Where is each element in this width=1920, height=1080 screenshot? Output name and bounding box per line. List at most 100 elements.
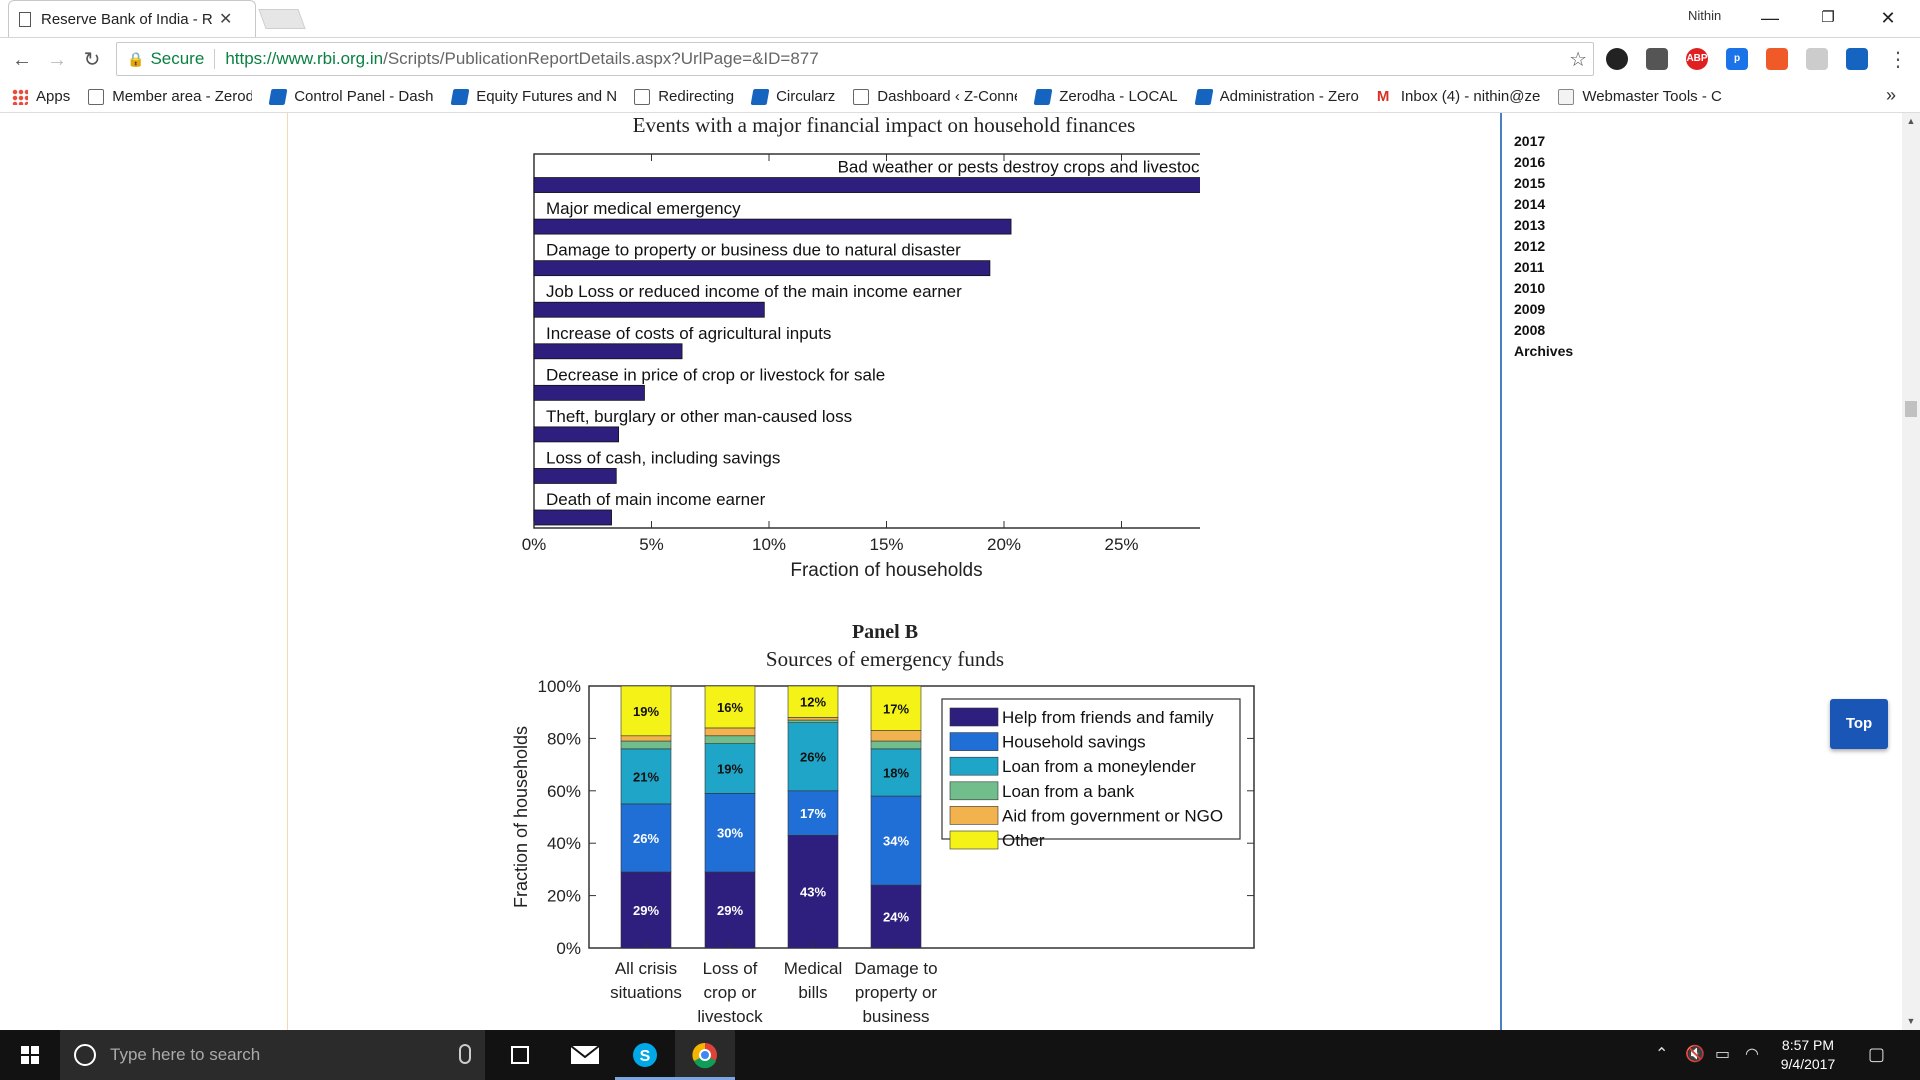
plot-frame [588, 685, 1255, 949]
extension-icon[interactable] [1606, 48, 1628, 70]
year-link[interactable]: 2009 [1514, 301, 1546, 317]
bookmark-item[interactable]: Member area - Zerod [88, 88, 252, 105]
stack-segment [870, 748, 922, 797]
bar [533, 509, 612, 526]
year-link[interactable]: 2016 [1514, 154, 1546, 170]
stack-segment [870, 795, 922, 886]
adblock-icon[interactable]: ABP [1686, 48, 1708, 70]
bookmark-star-icon[interactable]: ☆ [1569, 49, 1587, 71]
legend-label: Aid from government or NGO [1002, 806, 1223, 825]
volume-muted-icon[interactable]: 🔇 [1685, 1046, 1705, 1063]
bookmark-item[interactable]: Circularz [750, 88, 835, 105]
data-label: 26% [800, 750, 826, 765]
bookmark-item[interactable]: Administration - Zero [1194, 88, 1359, 105]
year-link[interactable]: 2012 [1514, 238, 1546, 254]
stack-segment [787, 719, 839, 723]
category-label: Death of main income earner [546, 490, 766, 509]
restore-icon[interactable]: ❐ [1821, 9, 1835, 26]
stack-segment [787, 722, 839, 792]
x-tick-label: 20% [987, 535, 1021, 554]
x-tick-label-line: business [862, 1007, 929, 1026]
data-label: 34% [883, 834, 909, 849]
bookmark-label: Member area - Zerod [112, 88, 253, 105]
stack-segment [620, 803, 672, 873]
task-view-icon[interactable] [490, 1030, 550, 1080]
search-placeholder: Type here to search [110, 1045, 261, 1064]
microphone-icon[interactable] [459, 1044, 471, 1064]
year-link[interactable]: 2015 [1514, 175, 1546, 191]
bookmark-item[interactable]: M Inbox (4) - nithin@ze [1377, 88, 1540, 105]
start-button[interactable] [0, 1030, 60, 1080]
site-icon [750, 88, 770, 105]
scrollbar[interactable]: ▲ ▼ [1902, 113, 1920, 1030]
x-tick-label-line: property or [855, 983, 938, 1002]
chart-a-title: Events with a major financial impact on … [632, 113, 1136, 137]
chart-b-title: Sources of emergency funds [765, 647, 1005, 671]
bookmark-item[interactable]: Webmaster Tools - Cr [1558, 88, 1722, 105]
extension-icon[interactable] [1646, 48, 1668, 70]
x-tick-label-line: All crisis [615, 959, 677, 978]
address-bar[interactable]: 🔒 Secure https://www.rbi.org.in /Scripts… [116, 42, 1594, 76]
bookmark-item[interactable]: Redirecting [634, 88, 734, 105]
year-link[interactable]: Archives [1514, 343, 1574, 359]
close-window-icon[interactable]: ✕ [1880, 8, 1896, 28]
stack-segment [787, 685, 839, 718]
scroll-up-icon[interactable]: ▲ [1906, 116, 1916, 126]
clock[interactable]: 8:57 PM 9/4/2017 [1768, 1036, 1848, 1074]
url-path: /Scripts/PublicationReportDetails.aspx?U… [383, 49, 819, 68]
top-button[interactable]: Top [1830, 699, 1888, 749]
category-label: Damage to property or business due to na… [546, 241, 961, 260]
skype-icon[interactable]: S [615, 1030, 675, 1080]
page-icon [853, 88, 870, 105]
new-tab-button[interactable] [258, 9, 306, 29]
battery-icon[interactable]: ▭ [1715, 1046, 1731, 1063]
category-label: Job Loss or reduced income of the main i… [546, 282, 962, 301]
year-link[interactable]: 2008 [1514, 322, 1546, 338]
mail-icon[interactable] [555, 1030, 615, 1080]
bookmark-item[interactable]: Apps [12, 88, 70, 105]
extension-icon[interactable] [1806, 48, 1828, 70]
extension-icon[interactable] [1846, 48, 1868, 70]
year-link[interactable]: 2010 [1514, 280, 1546, 296]
data-label: 17% [883, 701, 909, 716]
profile-name[interactable]: Nithin [1688, 8, 1722, 23]
data-label: 18% [883, 765, 909, 780]
legend-label: Loan from a bank [1002, 782, 1135, 801]
windows-icon [21, 1046, 39, 1064]
taskbar-search[interactable]: Type here to search [60, 1030, 485, 1080]
x-tick-label-line: livestock [697, 1007, 763, 1026]
divider [214, 49, 216, 69]
back-icon[interactable]: ← [12, 49, 32, 71]
wifi-icon[interactable]: ◠ [1745, 1046, 1759, 1063]
stack-segment [870, 884, 922, 949]
svg-text:S: S [640, 1048, 651, 1065]
gmail-icon: M [1376, 87, 1390, 105]
extension-icon[interactable]: p [1726, 48, 1748, 70]
forward-icon[interactable]: → [47, 49, 67, 71]
menu-icon[interactable]: ⋮ [1888, 49, 1908, 71]
tab-rbi[interactable]: Reserve Bank of India - R ✕ [8, 0, 256, 37]
taskbar: Type here to search S ⌃ 🔇 ▭ ◠ 8:57 PM 9/… [0, 1030, 1920, 1080]
scroll-down-icon[interactable]: ▼ [1906, 1016, 1916, 1026]
year-link[interactable]: 2011 [1514, 259, 1545, 275]
page-icon [19, 11, 31, 27]
x-tick-label: All crisis situations [610, 959, 682, 1002]
notifications-icon[interactable]: ▢ [1868, 1044, 1886, 1064]
bookmark-item[interactable]: Dashboard ‹ Z-Conne [853, 88, 1017, 105]
tab-close-icon[interactable]: ✕ [219, 11, 233, 28]
more-bookmarks-icon[interactable]: » [1885, 85, 1896, 105]
site-icon [1194, 88, 1214, 105]
bookmark-item[interactable]: Equity Futures and N [450, 88, 616, 105]
scroll-thumb[interactable] [1905, 401, 1917, 417]
year-link[interactable]: 2017 [1514, 133, 1546, 149]
reload-icon[interactable]: ↻ [83, 49, 101, 71]
minimize-icon[interactable]: — [1761, 8, 1779, 28]
chrome-icon[interactable] [675, 1030, 735, 1080]
bookmark-item[interactable]: Control Panel - Dashb [268, 88, 434, 105]
extension-icon[interactable] [1766, 48, 1788, 70]
tray-chevron-icon[interactable]: ⌃ [1655, 1046, 1669, 1063]
year-link[interactable]: 2013 [1514, 217, 1546, 233]
bookmark-item[interactable]: Zerodha - LOCAL [1033, 88, 1178, 105]
year-link[interactable]: 2014 [1514, 196, 1546, 212]
stack-segment [620, 740, 672, 750]
